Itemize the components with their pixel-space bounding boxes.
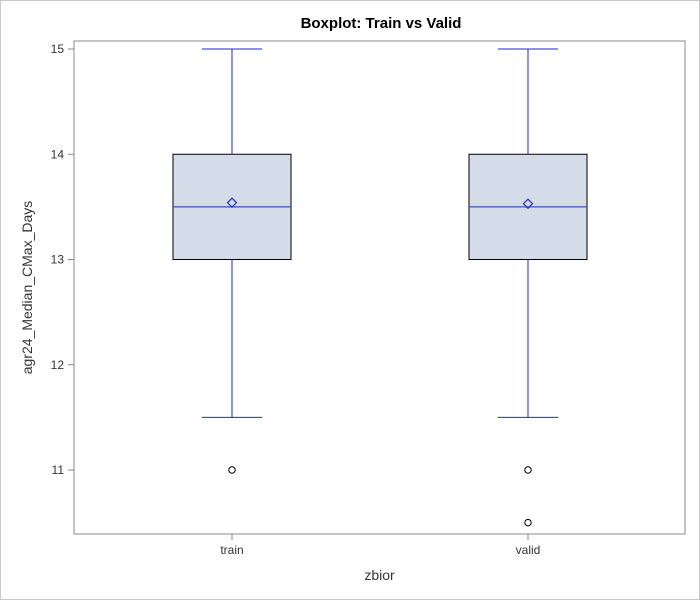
x-axis: train valid bbox=[220, 534, 540, 557]
y-tick-label: 12 bbox=[51, 358, 65, 372]
y-axis-label: agr24_Median_CMax_Days bbox=[19, 201, 35, 375]
x-axis-label: zbior bbox=[364, 567, 395, 583]
x-tick-label: valid bbox=[516, 543, 541, 557]
plot-area bbox=[73, 40, 686, 535]
y-tick-label: 14 bbox=[51, 147, 65, 161]
outlier-point bbox=[228, 466, 236, 474]
boxes-layer bbox=[172, 48, 588, 527]
y-tick-label: 13 bbox=[51, 253, 65, 267]
x-tick-label: train bbox=[220, 543, 243, 557]
mean-marker bbox=[522, 198, 534, 210]
box-group-valid bbox=[468, 48, 588, 527]
box-group-train bbox=[172, 48, 292, 474]
chart-title: Boxplot: Train vs Valid bbox=[301, 15, 462, 32]
outlier-point bbox=[524, 466, 532, 474]
mean-marker bbox=[226, 197, 238, 209]
y-tick-label: 15 bbox=[51, 42, 65, 56]
y-axis: 11 12 13 14 15 bbox=[51, 42, 74, 477]
outlier-point bbox=[524, 518, 532, 527]
y-tick-label: 11 bbox=[52, 463, 65, 477]
